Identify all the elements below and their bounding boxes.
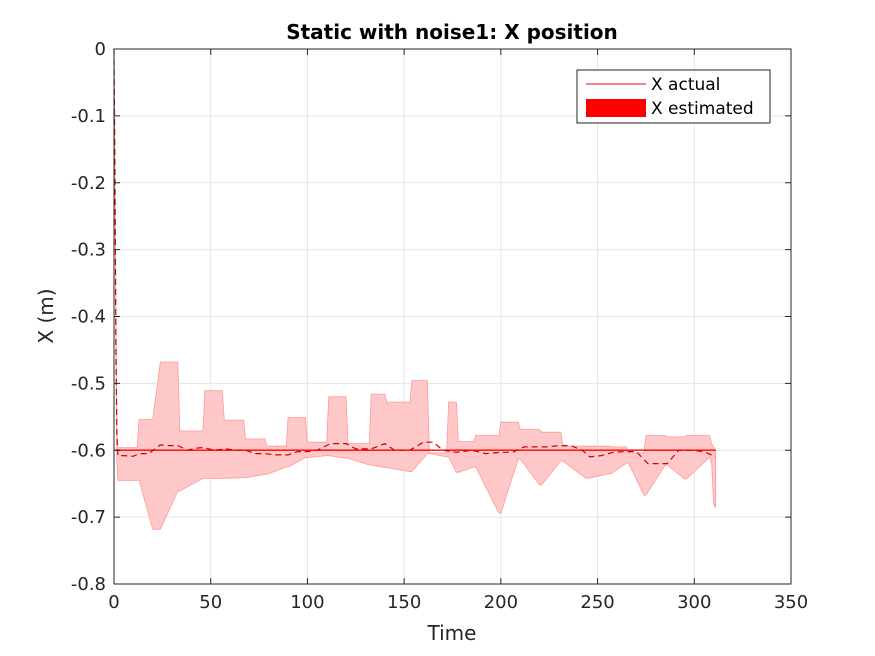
y-tick-label: -0.4 — [71, 307, 106, 328]
y-tick-label: -0.1 — [71, 106, 106, 127]
legend-swatch-estimated — [586, 99, 646, 117]
x-tick-label: 0 — [108, 592, 119, 613]
x-tick-label: 300 — [677, 592, 711, 613]
y-tick-label: -0.2 — [71, 173, 106, 194]
series-lines — [113, 48, 716, 465]
y-tick-label: -0.7 — [71, 507, 106, 528]
legend: X actual X estimated — [576, 69, 771, 124]
y-tick-label: -0.6 — [71, 440, 106, 461]
y-tick-label: 0 — [95, 39, 106, 60]
y-tick-label: -0.3 — [71, 240, 106, 261]
x-axis-label: Time — [427, 621, 477, 645]
x-tick-label: 350 — [774, 592, 808, 613]
y-axis-label: X (m) — [34, 288, 58, 343]
axis-ticks: 0 50 100 150 200 250 300 350 0 -0.1 -0.2 -0.3 -0.4 -0… — [71, 39, 808, 613]
estimate-uncertainty-band — [113, 48, 716, 530]
x-tick-label: 250 — [580, 592, 614, 613]
legend-label-estimated: X estimated — [651, 99, 754, 119]
chart-title: Static with noise1: X position — [286, 20, 618, 44]
x-tick-label: 150 — [387, 592, 421, 613]
x-tick-label: 100 — [290, 592, 324, 613]
y-tick-label: -0.5 — [71, 373, 106, 394]
estimate-band-area — [113, 48, 716, 530]
y-tick-label: -0.8 — [71, 574, 106, 595]
x-tick-label: 50 — [199, 592, 222, 613]
x-tick-label: 200 — [484, 592, 518, 613]
legend-label-actual: X actual — [651, 75, 720, 95]
